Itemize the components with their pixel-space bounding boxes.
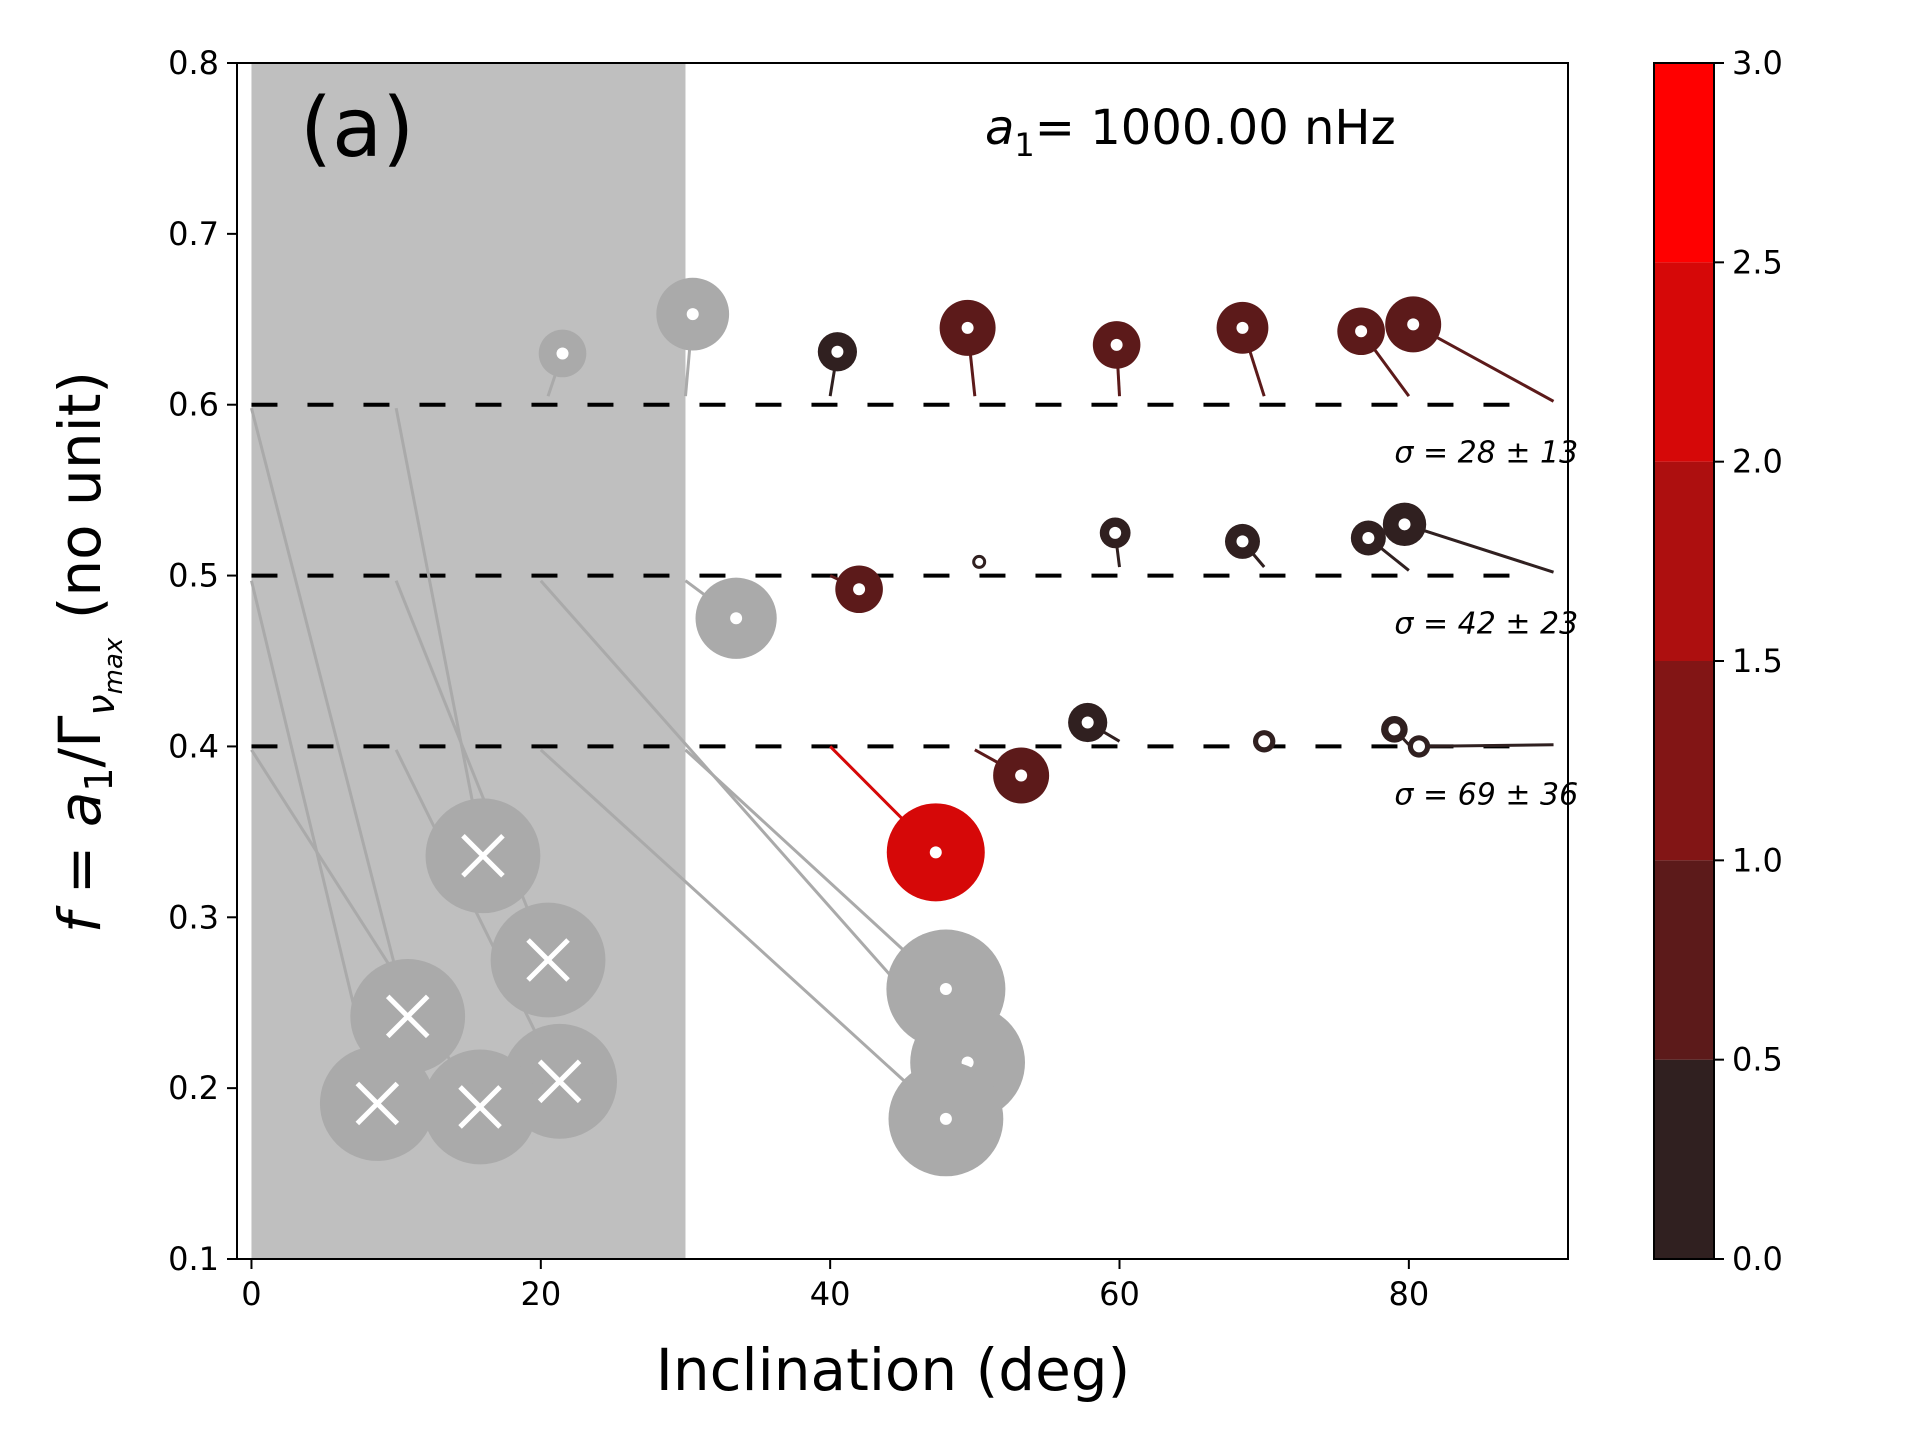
point-center-dot <box>939 983 952 996</box>
point-center-dot <box>1109 526 1122 539</box>
sigma-label: σ = 69 ± 36 <box>1394 777 1578 812</box>
colorbar-tick-label: 3.0 <box>1732 44 1783 82</box>
plot-area: σ = 28 ± 13 σ = 42 ± 23 σ = 69 ± 36 0 20 40 60… <box>168 44 1578 1313</box>
y-title-post: (no unit) <box>46 371 114 638</box>
y-title-sub3: max <box>99 637 129 694</box>
point-center-dot <box>975 557 984 566</box>
point-center-dot <box>1236 535 1249 548</box>
point-center-dot <box>686 308 699 321</box>
connector-line <box>250 407 410 1017</box>
excluded-cross-mark <box>537 1059 582 1104</box>
connector-line <box>1404 522 1554 574</box>
point-center-dot <box>1407 318 1420 331</box>
a1-annotation: a1= 1000.00 nHz <box>985 100 1396 164</box>
y-tick-label: 0.2 <box>168 1069 219 1107</box>
axes-frame <box>236 62 1569 1260</box>
point-center-dot <box>853 583 866 596</box>
connector-line <box>394 407 485 857</box>
point-center-dot <box>1236 321 1249 334</box>
panel-label: (a) <box>300 81 414 176</box>
y-tick-label: 0.5 <box>168 557 219 595</box>
x-tick-label: 80 <box>1388 1275 1429 1313</box>
x-tick-label: 0 <box>241 1275 261 1313</box>
point-center-dot <box>1388 723 1401 736</box>
point-center-dot <box>1081 716 1094 729</box>
colorbar-segment <box>1654 661 1714 861</box>
y-tick-label: 0.3 <box>168 898 219 936</box>
excluded-cross-mark <box>526 938 570 982</box>
sigma-label: σ = 28 ± 13 <box>1394 436 1578 471</box>
colorbar-segment <box>1654 63 1714 263</box>
y-tick-label: 0.8 <box>168 44 219 82</box>
point-center-dot <box>1258 735 1271 748</box>
x-tick-label: 40 <box>810 1275 851 1313</box>
point-center-dot <box>1362 531 1375 544</box>
colorbar-segment <box>1654 860 1714 1060</box>
excluded-cross-mark <box>385 994 430 1039</box>
connector-line <box>394 749 561 1082</box>
sigma-label: σ = 42 ± 23 <box>1394 607 1578 642</box>
point-center-dot <box>1110 338 1123 351</box>
colorbar: 0.0 0.5 1.0 1.5 2.0 2.5 3.0 <box>1653 44 1783 1278</box>
excluded-cross-mark <box>458 1085 502 1129</box>
colorbar-tick-label: 0.0 <box>1732 1240 1783 1278</box>
y-title-gamma: /Γ <box>46 716 114 768</box>
x-axis-title: Inclination (deg) <box>656 1336 1130 1404</box>
y-title-sub1: 1 <box>77 767 121 791</box>
point-center-dot <box>730 612 743 625</box>
y-title-eq: = a <box>46 792 114 913</box>
point-center-dot <box>1015 769 1028 782</box>
point-center-dot <box>939 1112 952 1125</box>
colorbar-segment <box>1654 262 1714 462</box>
point-center-dot <box>1398 518 1411 531</box>
colorbar-tick-label: 1.0 <box>1732 841 1783 879</box>
colorbar-segment <box>1654 461 1714 661</box>
point-center-dot <box>961 321 974 334</box>
point-center-dot <box>1412 740 1425 753</box>
point-center-dot <box>556 347 569 360</box>
colorbar-tick-label: 1.5 <box>1732 642 1783 680</box>
excluded-cross-mark <box>461 834 505 878</box>
a1-annotation-var: a <box>985 100 1014 156</box>
colorbar-tick-label: 0.5 <box>1732 1041 1783 1079</box>
y-tick-label: 0.6 <box>168 386 219 424</box>
y-title-sub2: ν <box>79 694 123 715</box>
connector-line <box>539 748 947 1121</box>
point-center-dot <box>831 345 844 358</box>
x-tick-label: 60 <box>1099 1275 1140 1313</box>
x-tick-label: 20 <box>520 1275 561 1313</box>
y-axis-title: f = a1/Γνmax (no unit) <box>46 371 129 933</box>
colorbar-tick-label: 2.0 <box>1732 443 1783 481</box>
y-tick-label: 0.4 <box>168 727 219 765</box>
y-tick-label: 0.7 <box>168 215 219 253</box>
colorbar-segment <box>1654 1059 1714 1259</box>
point-center-dot <box>1355 325 1368 338</box>
point-center-dot <box>929 846 942 859</box>
excluded-cross-mark <box>355 1081 400 1126</box>
a1-annotation-sub: 1 <box>1014 126 1034 164</box>
y-tick-label: 0.1 <box>168 1240 219 1278</box>
colorbar-tick-label: 2.5 <box>1732 243 1783 281</box>
a1-annotation-text: = 1000.00 nHz <box>1035 100 1396 156</box>
connector-line <box>1418 743 1554 748</box>
